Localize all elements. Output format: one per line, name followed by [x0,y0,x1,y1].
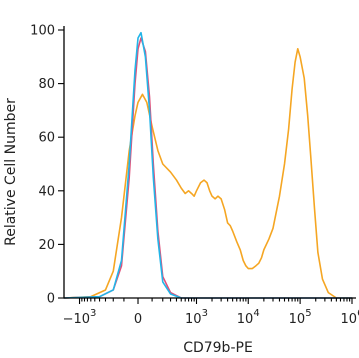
x-tick-label: −103 [63,308,97,327]
y-axis-title: Relative Cell Number [3,98,19,246]
x-tick-label: 105 [289,308,312,327]
y-tick-label: 100 [30,24,55,39]
series-layer [63,31,353,299]
series-line-0 [63,47,353,299]
x-tick-label: 0 [134,312,142,327]
series-line-2 [63,31,353,299]
series-line-1 [63,37,353,299]
y-tick-label: 60 [38,131,55,146]
x-tick-label: 104 [237,308,260,327]
y-tick-label: 0 [47,292,55,307]
x-axis-ticks: −103 0 103 104 105 106 [63,298,359,327]
y-tick-label: 20 [38,238,55,253]
x-axis-title: CD79b-PE [183,340,253,356]
x-tick-label: 106 [341,308,359,327]
y-tick-label: 40 [38,184,55,199]
x-axis-minor-ticks [81,298,351,302]
x-tick-label: 103 [185,308,208,327]
y-axis-ticks: 0 20 40 60 80 100 [30,24,64,307]
y-tick-label: 80 [38,77,55,92]
